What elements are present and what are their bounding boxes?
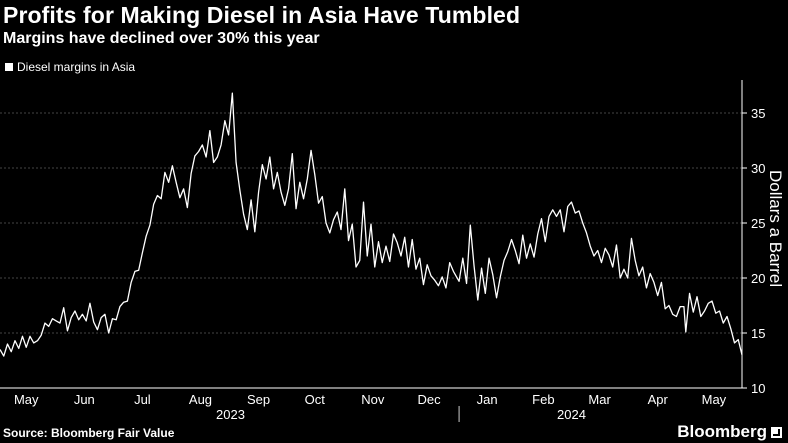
x-tick-label: Dec <box>418 392 442 407</box>
bloomberg-terminal-icon <box>771 426 782 438</box>
y-tick-label: 30 <box>751 161 765 176</box>
x-tick-label: Jul <box>134 392 151 407</box>
brand-name: Bloomberg <box>677 422 767 441</box>
chart-subtitle: Margins have declined over 30% this year <box>3 30 320 47</box>
series-line-diesel-margins <box>0 92 743 357</box>
x-tick-label: Feb <box>532 392 554 407</box>
x-tick-label: Oct <box>305 392 326 407</box>
y-tick-label: 20 <box>751 271 765 286</box>
x-tick-label: Jan <box>477 392 498 407</box>
x-tick-label: Nov <box>361 392 385 407</box>
legend-swatch <box>5 63 13 71</box>
x-tick-label: Aug <box>189 392 212 407</box>
y-tick-label: 15 <box>751 326 765 341</box>
source-note: Source: Bloomberg Fair Value <box>3 426 175 440</box>
legend: Diesel margins in Asia <box>5 60 135 74</box>
x-tick-label: Mar <box>588 392 611 407</box>
y-tick-label: 10 <box>751 381 765 396</box>
brand-logo: Bloomberg <box>677 422 782 442</box>
x-tick-label: Apr <box>648 392 669 407</box>
x-tick-label: Jun <box>74 392 95 407</box>
legend-label: Diesel margins in Asia <box>17 60 136 74</box>
x-tick-label: Sep <box>247 392 270 407</box>
x-year-label: 2024 <box>557 407 586 422</box>
x-year-label: 2023 <box>216 407 245 422</box>
y-tick-label: 35 <box>751 106 765 121</box>
y-tick-label: 25 <box>751 216 765 231</box>
x-tick-label: May <box>702 392 727 407</box>
y-axis-title: Dollars a Barrel <box>766 170 785 287</box>
chart-title: Profits for Making Diesel in Asia Have T… <box>3 2 521 28</box>
x-tick-label: May <box>14 392 39 407</box>
